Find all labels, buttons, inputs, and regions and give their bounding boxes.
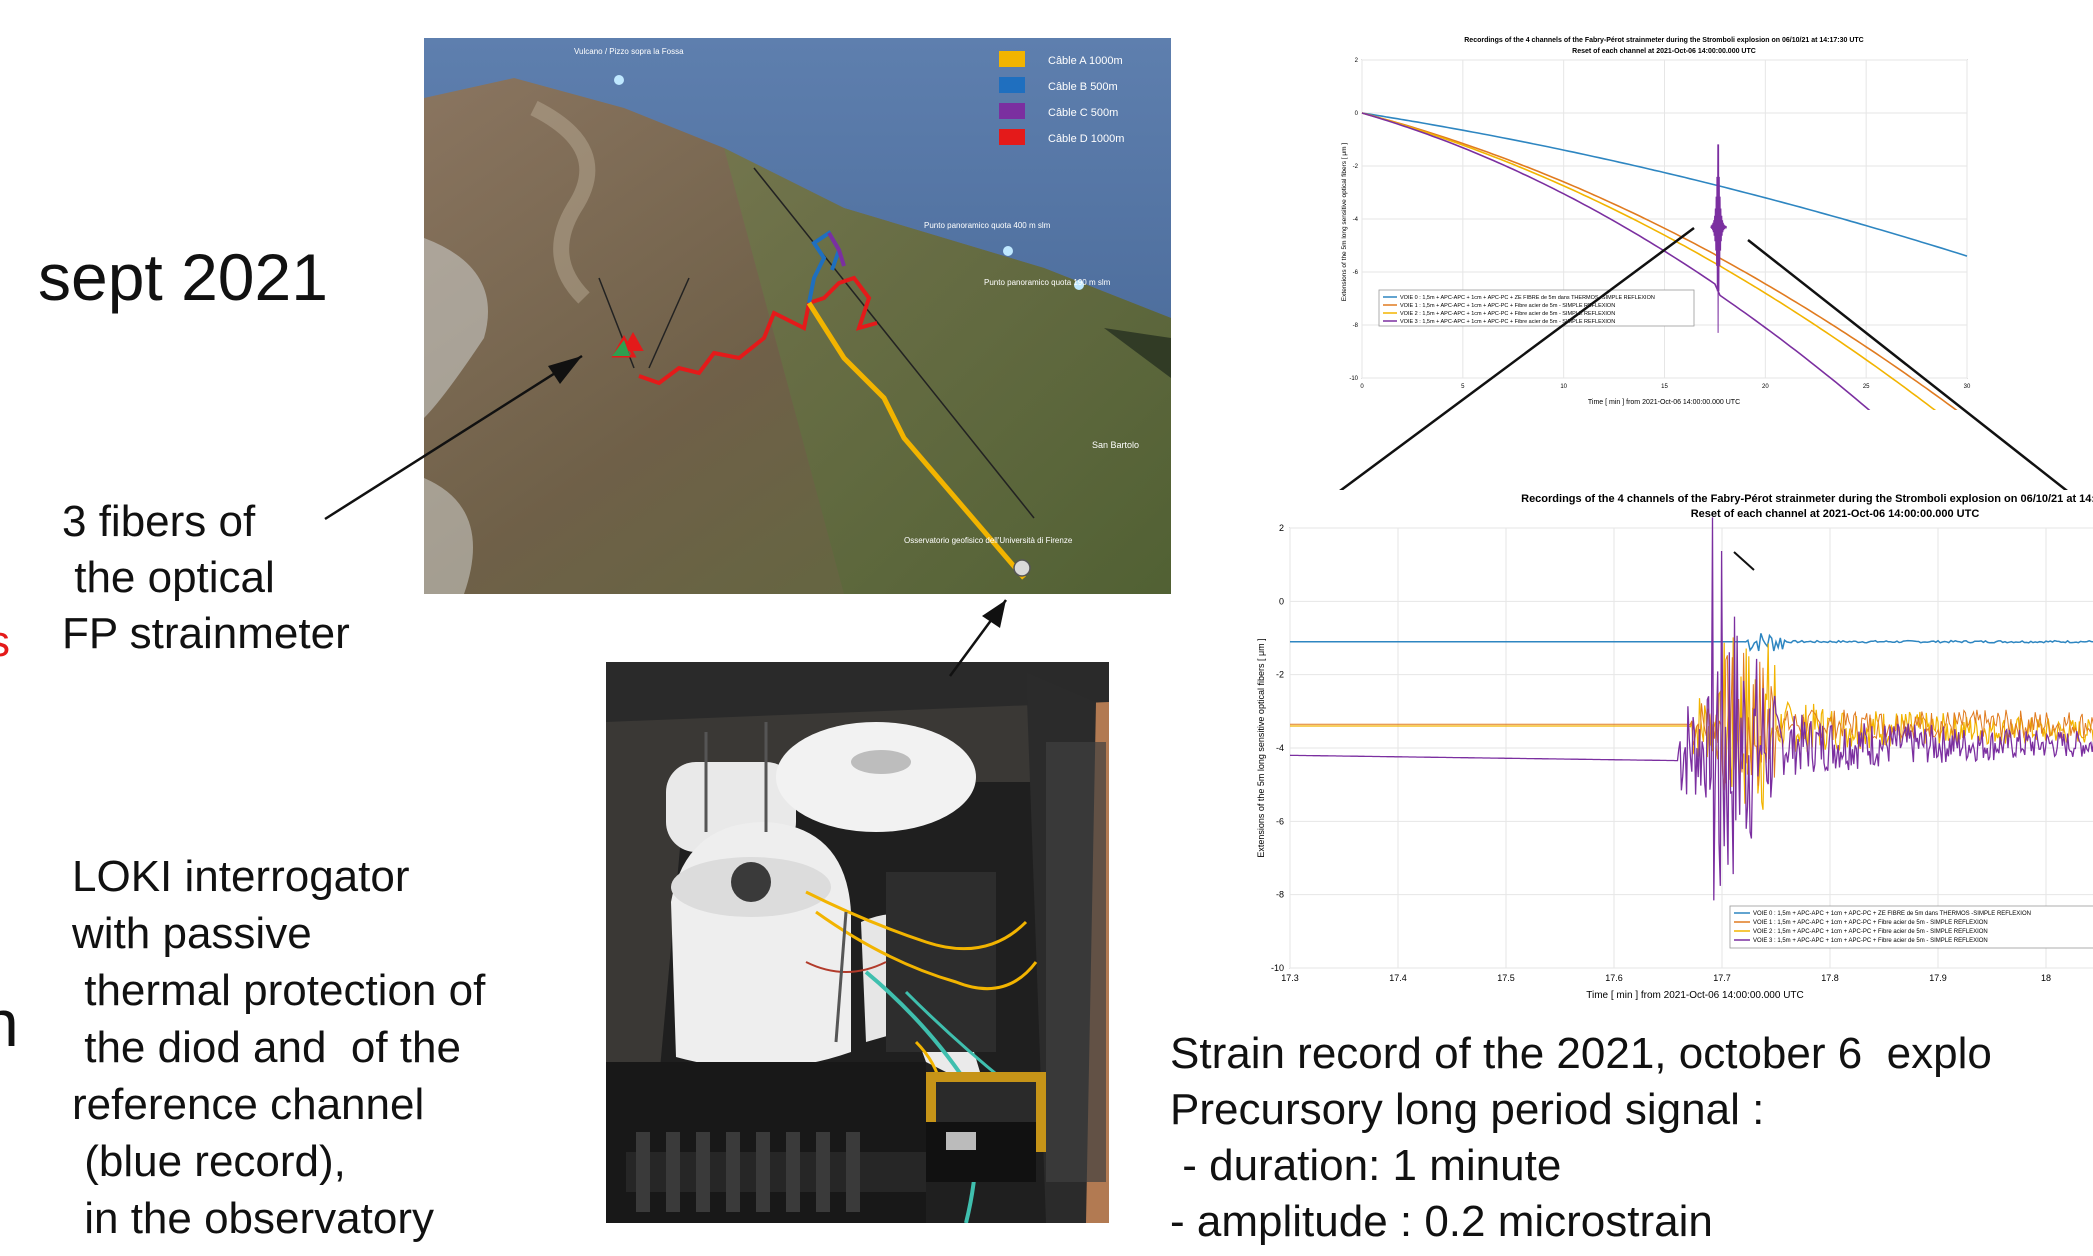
cable-d-route <box>638 275 878 386</box>
x-tick-label: 18 <box>2041 973 2051 983</box>
y-tick-label: -6 <box>1353 270 1359 276</box>
loki-line: thermal protection of <box>72 966 486 1015</box>
chart-top-xlabel: Time [ min ] from 2021-Oct-06 14:00:00.0… <box>1588 399 1740 406</box>
y-tick-label: -2 <box>1353 164 1359 170</box>
town-label: San Bartolo <box>1092 440 1139 450</box>
y-tick-label: -10 <box>1271 963 1284 973</box>
fibers-line: FP strainmeter <box>62 609 350 658</box>
observatory-label: Osservatorio geofisico dell'Università d… <box>904 536 1073 545</box>
chart-top-ylabel: Extensions of the 5m long sensitive opti… <box>1341 143 1348 302</box>
x-tick-label: 17.7 <box>1713 973 1731 983</box>
fibers-line: 3 fibers of <box>62 497 256 546</box>
chart-bottom: Recordings of the 4 channels of the Fabr… <box>1250 490 2093 1006</box>
y-tick-label: -10 <box>1349 376 1358 382</box>
x-tick-label: 17.6 <box>1605 973 1623 983</box>
legend-voie-2: VOIE 2 : 1,5m + APC-APC + 1cm + APC-PC +… <box>1400 311 1615 317</box>
map-terrain: Câble A 1000m Câble B 500m Câble C 500m … <box>424 38 1171 594</box>
chart-bottom-subtitle: Reset of each channel at 2021-Oct-06 14:… <box>1691 508 1980 520</box>
x-tick-label: 17.9 <box>1929 973 1947 983</box>
x-tick-label: 17.4 <box>1389 973 1407 983</box>
loki-line: LOKI interrogator <box>72 852 410 901</box>
chart-bottom-ylabel: Extensions of the 5m long sensitive opti… <box>1256 638 1266 857</box>
x-tick-label: 17.3 <box>1281 973 1299 983</box>
caption-line: - amplitude : 0.2 microstrain <box>1170 1197 1713 1246</box>
chart-top-legend: VOIE 0 : 1,5m + APC-APC + 1cm + APC-PC +… <box>1378 289 1695 327</box>
legend-cable-a: Câble A 1000m <box>1048 55 1123 67</box>
loki-line: reference channel <box>72 1080 425 1129</box>
caption-line: Precursory long period signal : <box>1170 1085 1765 1134</box>
y-tick-label: -4 <box>1353 217 1359 223</box>
legend-voie-2: VOIE 2 : 1,5m + APC-APC + 1cm + APC-PC +… <box>1753 929 1988 935</box>
cable-c-route <box>827 231 846 267</box>
summit-label: Vulcano / Pizzo sopra la Fossa <box>574 47 684 56</box>
x-tick-label: 15 <box>1661 384 1668 390</box>
y-tick-label: 0 <box>1355 111 1359 117</box>
strain-caption: Strain record of the 2021, october 6 exp… <box>1170 1032 2093 1256</box>
date-label: sept 2021 <box>38 240 328 314</box>
chart-bottom-legend: VOIE 0 : 1,5m + APC-APC + 1cm + APC-PC +… <box>1729 905 2093 949</box>
x-tick-label: 20 <box>1762 384 1769 390</box>
y-tick-label: 0 <box>1279 596 1284 606</box>
x-tick-label: 10 <box>1560 384 1567 390</box>
chart-bottom-ticks: 17.3 17.4 17.5 17.6 17.7 17.8 17.9 18 2 0 -2 -4 -6 -8… <box>1271 523 2051 983</box>
chart-bottom-series <box>1289 517 2093 901</box>
series-voie-0 <box>1290 633 2093 652</box>
map-view: Câble A 1000m Câble B 500m Câble C 500m … <box>424 38 1171 594</box>
fibers-caption: 3 fibers of the optical FP strainmeter <box>62 500 350 668</box>
viewpoint-label: Punto panoramico quota 400 m slm <box>924 221 1051 230</box>
loki-line: the diod and of the <box>72 1023 461 1072</box>
y-tick-label: -6 <box>1276 816 1284 826</box>
chart-top-title: Recordings of the 4 channels of the Fabr… <box>1464 37 1863 44</box>
loki-photo <box>606 662 1109 1223</box>
legend-voie-3: VOIE 3 : 1,5m + APC-APC + 1cm + APC-PC +… <box>1400 319 1615 325</box>
legend-cable-d: Câble D 1000m <box>1048 133 1124 145</box>
edge-glyph: n <box>0 986 19 1060</box>
y-tick-label: -4 <box>1276 743 1284 753</box>
series-voie-3-spike <box>1710 144 1728 333</box>
caption-line: Strain record of the 2021, october 6 exp… <box>1170 1032 1992 1078</box>
legend-voie-1: VOIE 1 : 1,5m + APC-APC + 1cm + APC-PC +… <box>1753 920 1988 926</box>
loki-line: with passive <box>72 909 312 958</box>
chart-bottom-title: Recordings of the 4 channels of the Fabr… <box>1521 493 2093 505</box>
y-tick-label: -2 <box>1276 670 1284 680</box>
y-tick-label: 2 <box>1355 58 1359 64</box>
fibers-line: the optical <box>62 553 275 602</box>
legend-cable-b: Câble B 500m <box>1048 81 1118 93</box>
series-voie-3 <box>1289 517 2093 901</box>
series-voie-0 <box>1361 112 1968 257</box>
legend-voie-0: VOIE 0 : 1,5m + APC-APC + 1cm + APC-PC +… <box>1753 911 2031 917</box>
cable-a-route <box>806 301 1026 580</box>
x-tick-label: 30 <box>1964 384 1971 390</box>
x-tick-label: 17.8 <box>1821 973 1839 983</box>
x-tick-label: 5 <box>1461 384 1465 390</box>
chart-top-subtitle: Reset of each channel at 2021-Oct-06 14:… <box>1572 48 1756 55</box>
chart-top: Recordings of the 4 channels of the Fabr… <box>1332 32 1977 410</box>
legend-voie-0: VOIE 0 : 1,5m + APC-APC + 1cm + APC-PC +… <box>1400 295 1655 301</box>
x-tick-label: 25 <box>1863 384 1870 390</box>
loki-caption: LOKI interrogator with passive thermal p… <box>72 855 485 1254</box>
chart-bottom-xlabel: Time [ min ] from 2021-Oct-06 14:00:00.0… <box>1586 990 1804 1001</box>
legend-voie-3: VOIE 3 : 1,5m + APC-APC + 1cm + APC-PC +… <box>1753 938 1988 944</box>
loki-line: in the observatory <box>72 1194 434 1243</box>
edge-glyph-red: s <box>0 620 10 664</box>
y-tick-label: -8 <box>1353 323 1359 329</box>
y-tick-label: 2 <box>1279 523 1284 533</box>
loki-line: (blue record), <box>72 1137 346 1186</box>
legend-cable-c: Câble C 500m <box>1048 107 1118 119</box>
caption-line: - duration: 1 minute <box>1170 1141 1562 1190</box>
legend-voie-1: VOIE 1 : 1,5m + APC-APC + 1cm + APC-PC +… <box>1400 303 1615 309</box>
x-tick-label: 0 <box>1360 384 1364 390</box>
y-tick-label: -8 <box>1276 890 1284 900</box>
x-tick-label: 17.5 <box>1497 973 1515 983</box>
viewpoint2-label: Punto panoramico quota 190 m slm <box>984 278 1111 287</box>
